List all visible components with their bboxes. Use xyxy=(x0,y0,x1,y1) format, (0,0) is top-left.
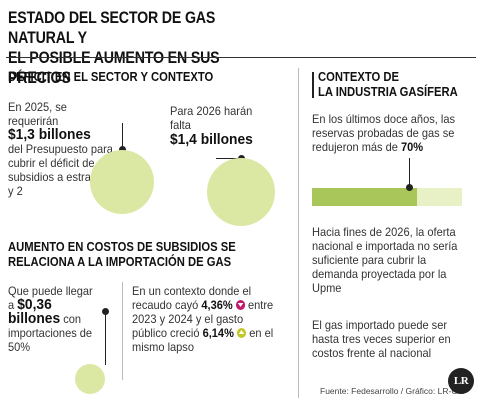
deficit-heading: DÉFICIT EN EL SECTOR Y CONTEXTO xyxy=(8,70,214,84)
contexto-dot xyxy=(406,184,413,191)
aumento-right-v2: 6,14% xyxy=(202,326,234,340)
aumento-leader-line xyxy=(105,310,106,365)
main-title: ESTADO DEL SECTOR DE GAS NATURAL Y EL PO… xyxy=(8,8,283,88)
lr-logo: LR xyxy=(448,368,474,394)
deficit-2025-leader-line xyxy=(122,123,123,151)
aumento-left-text: Que puede llegar a $0,36 billones con im… xyxy=(8,284,100,354)
deficit-2026-value: $1,4 billones xyxy=(170,131,253,148)
aumento-right-t2: entre 2023 y 2024 y el gasto público cre… xyxy=(132,298,274,340)
title-rule xyxy=(6,57,476,58)
up-arrow-icon xyxy=(236,328,247,338)
aumento-heading-line1: AUMENTO EN COSTOS DE SUBSIDIOS SE xyxy=(8,240,236,254)
aumento-left-pre: Que puede llegar a xyxy=(8,284,93,312)
contexto-heading: CONTEXTO DE LA INDUSTRIA GASÍFERA xyxy=(318,70,462,100)
aumento-dot xyxy=(102,308,109,315)
deficit-2025-dot xyxy=(119,146,126,153)
main-title-line2: EL POSIBLE AUMENTO EN SUS PRECIOS xyxy=(8,49,220,87)
aumento-heading: AUMENTO EN COSTOS DE SUBSIDIOS SE RELACI… xyxy=(8,240,278,270)
contexto-heading-line1: CONTEXTO DE xyxy=(318,70,400,84)
main-title-line1: ESTADO DEL SECTOR DE GAS NATURAL Y xyxy=(8,9,216,47)
contexto-p1-value: 70% xyxy=(400,140,424,154)
contexto-p1-pre: En los últimos doce años, las reservas p… xyxy=(312,112,455,154)
deficit-2025-post: del Presupuesto para cubrir el déficit d… xyxy=(8,142,115,198)
deficit-2026-leader-line xyxy=(216,158,242,159)
contexto-p2: Hacia fines de 2026, la oferta nacional … xyxy=(312,225,458,295)
aumento-inner-divider xyxy=(122,282,123,380)
deficit-2026-pre: Para 2026 harán falta xyxy=(170,104,253,132)
deficit-2026-circle xyxy=(207,158,275,226)
deficit-2025-text: En 2025, se requerirán $1,3 billones del… xyxy=(8,100,117,198)
aumento-right-text: En un contexto donde el recaudo cayó 4,3… xyxy=(132,284,279,354)
contexto-p3: El gas importado puede ser hasta tres ve… xyxy=(312,318,451,360)
deficit-2025-value: $1,3 billones xyxy=(8,126,91,143)
contexto-heading-bar xyxy=(312,72,314,98)
deficit-2025-circle xyxy=(90,150,154,214)
deficit-2026-text: Para 2026 harán falta $1,4 billones xyxy=(170,104,271,148)
contexto-leader-line xyxy=(409,158,410,188)
aumento-left-post: con importaciones de 50% xyxy=(8,312,93,354)
aumento-circle xyxy=(75,364,105,394)
aumento-right-t1: En un contexto donde el recaudo cayó xyxy=(132,284,252,312)
source-note: Fuente: Fedesarrollo / Gráfico: LR-GR xyxy=(320,386,465,396)
aumento-heading-line2: RELACIONA A LA IMPORTACIÓN DE GAS xyxy=(8,255,232,269)
contexto-heading-line2: LA INDUSTRIA GASÍFERA xyxy=(318,85,458,99)
aumento-right-t3: en el mismo lapso xyxy=(132,326,274,354)
reserves-bar-fill xyxy=(312,188,417,206)
down-arrow-icon xyxy=(235,300,245,310)
contexto-p1: En los últimos doce años, las reservas p… xyxy=(312,112,464,154)
deficit-2025-pre: En 2025, se requerirán xyxy=(8,100,67,128)
aumento-right-v1: 4,36% xyxy=(201,298,233,312)
column-divider xyxy=(298,68,299,398)
aumento-left-value: $0,36 billones xyxy=(8,296,61,327)
